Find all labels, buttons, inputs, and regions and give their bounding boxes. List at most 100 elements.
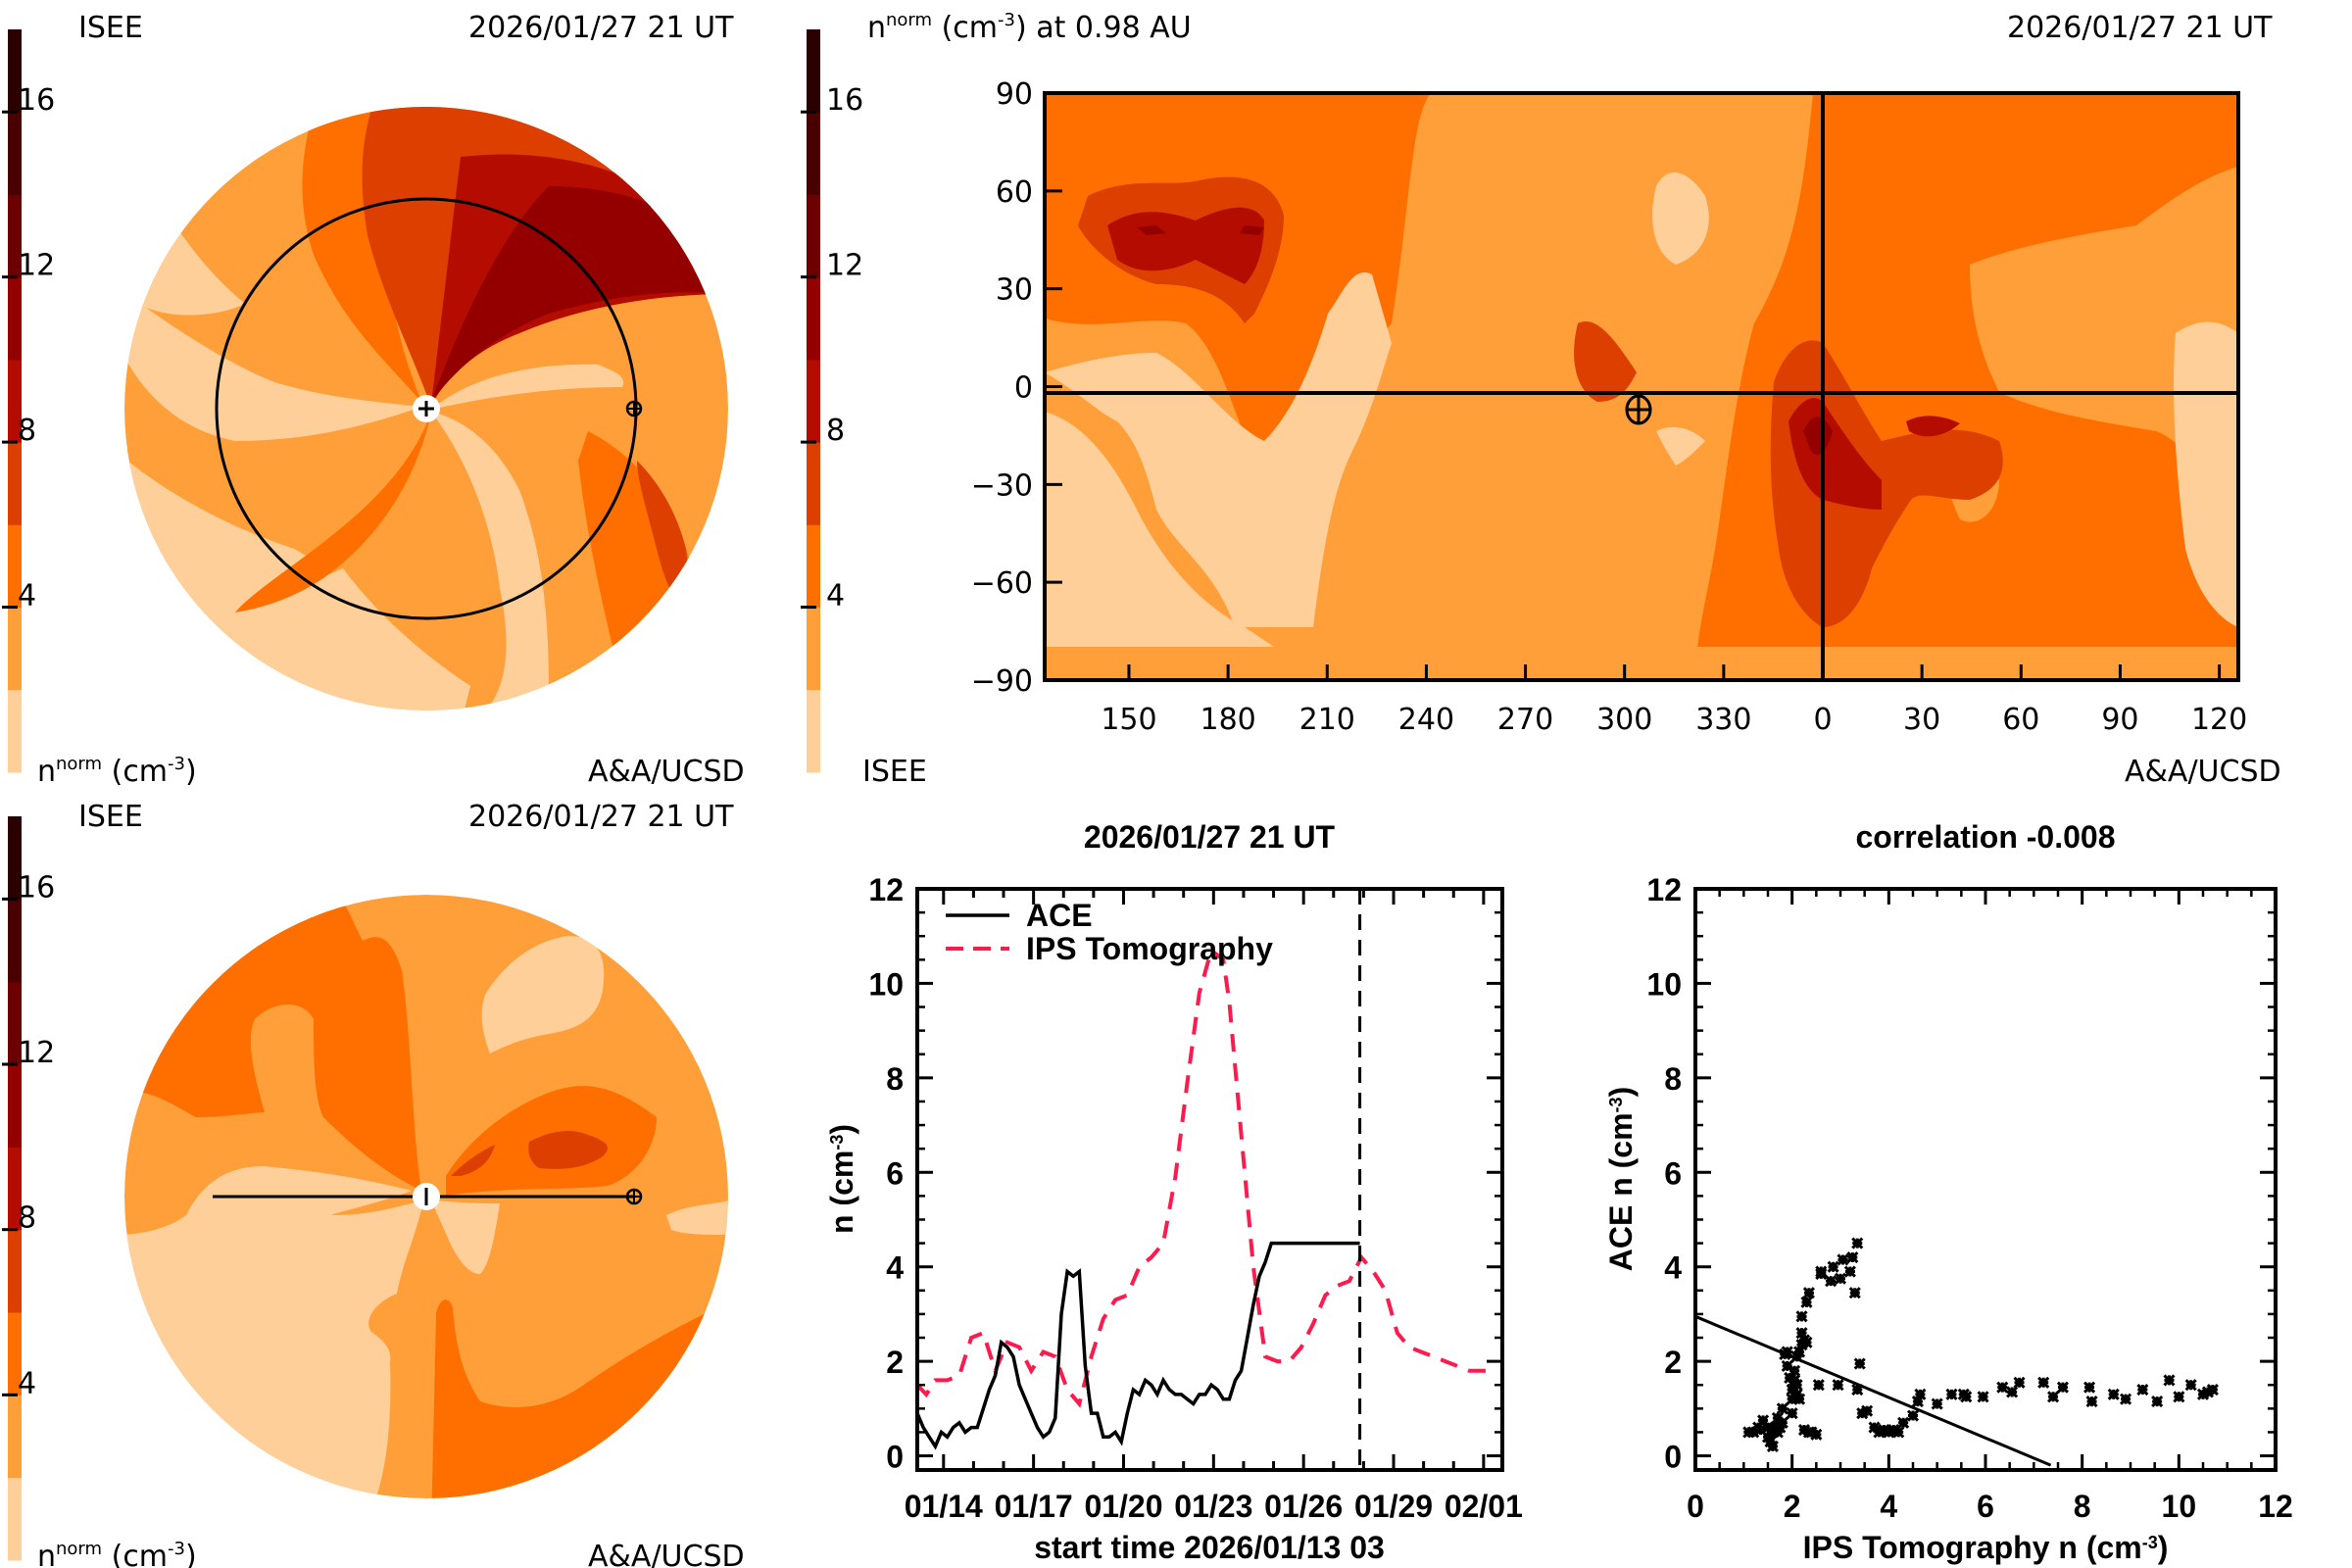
- contour-level-5: [1803, 416, 1833, 455]
- colorbar-segment: [8, 1312, 22, 1396]
- credit-label: A&A/UCSD: [588, 755, 745, 789]
- x-tick-label: 4: [1880, 1489, 1897, 1524]
- scatter-point: [1802, 1426, 1815, 1439]
- y-tick-label: 8: [1664, 1061, 1682, 1097]
- scatter-point: [1834, 1272, 1847, 1285]
- contour-level-0: [431, 412, 549, 706]
- scatter-point: [1977, 1391, 1989, 1403]
- timestamp-label: 2026/01/27 21 UT: [468, 11, 734, 45]
- colorbar-segment: [8, 524, 22, 609]
- contour-level-3: [451, 1145, 495, 1176]
- colorbar-segment: [8, 899, 22, 983]
- contour-level-0: [1652, 172, 1709, 265]
- colorbar-segment: [8, 1395, 22, 1479]
- scatter-point: [2056, 1381, 2069, 1394]
- colorbar-segment: [8, 1229, 22, 1313]
- time-series-chart: 2026/01/27 21 UT 0 2 4 6 8 10 12 01/14 01/17 01/2…: [824, 819, 1523, 1565]
- x-tick-label: 01/20: [1084, 1489, 1162, 1524]
- colorbar-tick-label: 4: [18, 1366, 36, 1400]
- scatter-point: [1771, 1426, 1784, 1439]
- contour-level-0: [1045, 272, 1392, 627]
- y-tick-label: 90: [996, 77, 1033, 112]
- colorbar-segment: [807, 112, 820, 195]
- chart-title: correlation -0.008: [1856, 819, 2116, 855]
- colorbar-tick-label: 8: [18, 1201, 36, 1236]
- colorbar-segment: [8, 816, 22, 900]
- colorbar-segment: [8, 276, 22, 361]
- x-tick-label: 30: [1903, 703, 1940, 737]
- x-tick-label: 150: [1101, 703, 1156, 737]
- x-axis-label: start time 2026/01/13 03: [1034, 1530, 1385, 1565]
- synoptic-density-map: [1045, 93, 2238, 680]
- scatter-point: [1776, 1402, 1788, 1415]
- scatter-point: [1853, 1357, 1866, 1370]
- contour-level-3: [637, 461, 691, 601]
- scatter-point: [1754, 1423, 1767, 1437]
- scatter-point: [1766, 1440, 1779, 1452]
- scatter-point: [1945, 1388, 1958, 1400]
- scatter-point: [1897, 1416, 1910, 1429]
- scatter-point: [1793, 1346, 1806, 1358]
- scatter-point: [2163, 1374, 2176, 1387]
- scatter-point: [1887, 1423, 1900, 1437]
- regression-line: [1695, 1314, 2052, 1467]
- credit-label: A&A/UCSD: [2125, 755, 2281, 789]
- x-tick-label: 01/23: [1174, 1489, 1252, 1524]
- scatter-point: [1764, 1436, 1777, 1448]
- y-axis-label: ACE n (cm-3): [1603, 1087, 1639, 1271]
- contour-level-0: [431, 364, 624, 410]
- y-tick-label: 10: [1646, 966, 1682, 1002]
- y-tick-label: −60: [971, 566, 1033, 601]
- legend-label-ips: IPS Tomography: [1026, 931, 1273, 966]
- source-label: ISEE: [862, 755, 927, 789]
- unit-label: nnorm (cm-3): [37, 1539, 197, 1568]
- contour-level-4: [1906, 416, 1960, 437]
- contour-level-0: [1045, 412, 1274, 647]
- colorbar-segment: [8, 689, 22, 773]
- y-axis-label: n (cm-3): [824, 1124, 859, 1234]
- scatter-point: [1788, 1364, 1801, 1377]
- colorbar-segment: [807, 276, 820, 361]
- scatter-point: [1906, 1409, 1920, 1422]
- y-tick-label: 12: [1646, 872, 1682, 907]
- x-tick-label: 0: [1687, 1489, 1704, 1524]
- colorbar: 4 8 12 16: [2, 29, 55, 773]
- legend-label-ace: ACE: [1026, 898, 1093, 933]
- scatter-chart: correlation -0.008 0 2 4 6 8 10 12 0 2 4 6 8 10 12 IP…: [1603, 819, 2293, 1565]
- scatter-point: [2107, 1388, 2120, 1400]
- sun-plus-icon: [418, 401, 434, 416]
- colorbar-tick-label: 16: [826, 83, 863, 118]
- colorbar: 4 8 12 16: [801, 29, 863, 773]
- x-tick-label: 01/17: [995, 1489, 1073, 1524]
- contour-level-0: [1656, 426, 1705, 466]
- y-tick-label: 2: [886, 1345, 904, 1380]
- scatter-point: [1790, 1388, 1803, 1400]
- x-tick-label: 10: [2162, 1489, 2197, 1524]
- x-tick-label: 120: [2191, 703, 2247, 737]
- synoptic-map-panel: 4 8 12 16 nnorm (cm-3) at 0.98 AU 2026/01/2…: [801, 10, 2281, 789]
- meridional-density-map: [124, 895, 728, 1498]
- scatter-point: [1931, 1397, 1943, 1410]
- scatter-point: [1825, 1275, 1838, 1288]
- scatter-point: [1851, 1383, 1864, 1396]
- x-tick-label: 60: [2002, 703, 2039, 737]
- contour-level-0: [431, 1200, 500, 1274]
- scatter-point: [1848, 1287, 1861, 1299]
- source-label: ISEE: [78, 11, 143, 45]
- scatter-point: [1776, 1416, 1788, 1429]
- colorbar-segment: [807, 689, 820, 773]
- scatter-point: [1790, 1379, 1803, 1392]
- credit-label: A&A/UCSD: [588, 1540, 745, 1568]
- scatter-point: [1843, 1265, 1856, 1278]
- scatter-point: [1774, 1421, 1787, 1434]
- x-tick-label: 90: [2101, 703, 2138, 737]
- scatter-point: [1788, 1374, 1801, 1387]
- earth-icon: [625, 400, 643, 417]
- scatter-point: [1781, 1359, 1793, 1372]
- colorbar-segment: [8, 29, 22, 113]
- colorbar: 4 8 12 16: [2, 816, 55, 1561]
- scatter-point: [2196, 1388, 2210, 1400]
- contour-level-1: [1045, 647, 2238, 680]
